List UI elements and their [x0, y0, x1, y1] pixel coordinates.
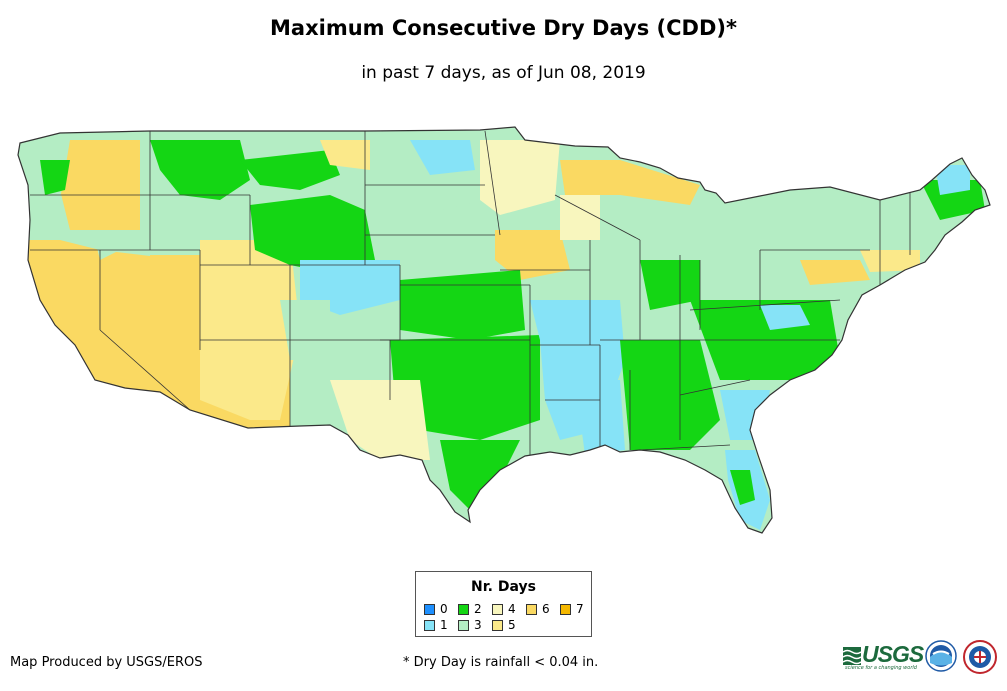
legend-swatch — [492, 619, 503, 631]
producer-credit: Map Produced by USGS/EROS — [10, 655, 203, 670]
legend-label: 5 — [508, 618, 516, 632]
legend-title: Nr. Days — [471, 579, 536, 595]
legend-item-1: 1 — [424, 618, 448, 632]
legend: Nr. Days 0 1 2 3 4 5 6 7 — [415, 571, 592, 637]
legend-label: 4 — [508, 602, 516, 616]
legend-item-0: 0 — [424, 602, 448, 616]
legend-label: 2 — [474, 602, 482, 616]
legend-label: 6 — [542, 602, 550, 616]
map-title: Maximum Consecutive Dry Days (CDD)* — [270, 16, 737, 40]
map-subtitle: in past 7 days, as of Jun 08, 2019 — [361, 63, 646, 83]
conus-dry-days-map — [17, 126, 991, 534]
usgs-logo-text: USGS — [862, 641, 924, 667]
usgs-tagline: science for a changing world — [845, 665, 917, 671]
legend-swatch — [492, 603, 503, 615]
usgs-wave-icon — [843, 647, 861, 665]
legend-swatch — [526, 603, 537, 615]
legend-swatch — [424, 603, 435, 615]
legend-label: 0 — [440, 602, 448, 616]
legend-swatch — [458, 603, 469, 615]
noaa-logo-icon — [925, 640, 957, 672]
legend-label: 1 — [440, 618, 448, 632]
legend-label: 3 — [474, 618, 482, 632]
legend-swatch — [560, 603, 571, 615]
legend-item-2: 2 — [458, 602, 482, 616]
legend-item-3: 3 — [458, 618, 482, 632]
legend-item-4: 4 — [492, 602, 516, 616]
legend-swatch — [458, 619, 469, 631]
legend-label: 7 — [576, 602, 584, 616]
nws-logo-icon — [963, 640, 997, 674]
legend-item-7: 7 — [560, 602, 584, 616]
dry-day-footnote: * Dry Day is rainfall < 0.04 in. — [403, 655, 599, 670]
legend-swatch — [424, 619, 435, 631]
legend-item-6: 6 — [526, 602, 550, 616]
legend-item-5: 5 — [492, 618, 516, 632]
